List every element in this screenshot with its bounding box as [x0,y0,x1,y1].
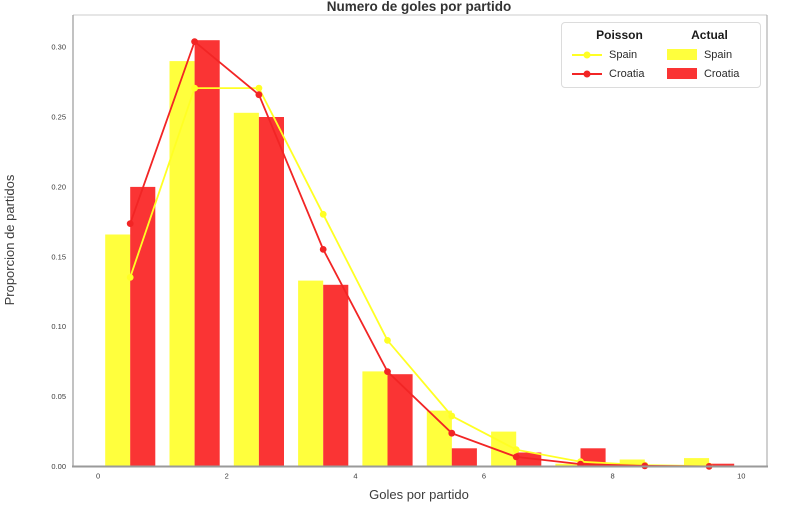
poisson-marker-croatia-4 [384,368,391,375]
bar-croatia-5 [451,448,477,467]
bar-spain-8 [619,459,645,467]
bar-spain-9 [684,458,710,467]
y-tick-0.30: 0.30 [51,43,66,52]
x-tick-0: 0 [96,472,100,481]
legend-poisson-title: Poisson [596,28,643,42]
poisson-line-croatia [129,40,710,468]
y-axis-label: Proporcion de partidos [2,174,17,305]
poisson-spain-line-swatch [572,51,602,58]
chart-title: Numero de goles por partido [327,0,512,14]
actual-croatia-patch-swatch [666,68,697,79]
y-tick-0.00: 0.00 [51,462,66,471]
actual-spain-patch-swatch [666,49,697,60]
x-tick-8: 8 [611,472,615,481]
poisson-marker-spain-5 [448,412,456,420]
legend-poisson-column: Poisson Spain Croatia [572,27,667,83]
x-tick-4: 4 [353,472,357,481]
poisson-marker-spain-6 [512,446,520,454]
legend-actual-title: Actual [691,28,728,42]
poisson-marker-croatia-5 [448,429,456,437]
legend-row-poisson-croatia: Croatia [572,64,667,83]
bar-croatia-2 [258,117,284,467]
poisson-marker-spain-4 [384,337,391,344]
poisson-marker-spain-3 [319,210,327,218]
bar-croatia-1 [194,40,220,467]
x-tick-6: 6 [482,472,486,481]
y-tick-0.25: 0.25 [51,113,66,122]
bar-spain-3 [298,280,324,467]
poisson-marker-spain-0 [126,274,134,281]
poisson-marker-croatia-0 [126,220,134,228]
bars-layer [105,40,735,467]
legend-label-actual-croatia: Croatia [703,67,740,80]
poisson-line-spain [129,87,710,468]
bar-spain-5 [426,410,452,467]
legend-row-poisson-spain: Spain [572,45,667,64]
bar-spain-2 [233,112,259,467]
legend-row-actual-spain: Spain [666,45,752,64]
poisson-marker-croatia-6 [512,453,520,461]
legend-row-actual-croatia: Croatia [666,64,752,83]
poisson-marker-spain-1 [191,84,199,92]
bar-croatia-4 [387,374,413,467]
legend-label-poisson-croatia: Croatia [609,67,645,80]
poisson-marker-croatia-2 [255,91,263,99]
bar-spain-1 [169,61,195,467]
poisson-croatia-line-swatch [572,70,602,77]
bar-croatia-0 [130,186,156,467]
bar-croatia-3 [323,284,349,467]
legend-label-poisson-spain: Spain [609,48,638,61]
poisson-marker-spain-2 [255,84,263,92]
poisson-croatia-marker-dot [583,70,591,77]
bar-croatia-6 [516,452,542,467]
y-tick-0.15: 0.15 [51,252,66,261]
poisson-marker-croatia-3 [319,246,327,253]
x-tick-2: 2 [225,472,229,481]
x-tick-10: 10 [737,472,745,481]
legend: Poisson Spain Croatia Actual Spain Croat… [561,22,761,88]
legend-label-actual-spain: Spain [703,48,733,61]
bar-spain-0 [105,234,131,467]
y-tick-0.10: 0.10 [51,322,66,331]
y-tick-0.20: 0.20 [51,182,66,191]
bar-spain-7 [555,463,581,467]
x-axis-label: Goles por partido [369,487,469,502]
axes-layer: 0 2 4 6 8 10 0.00 0.05 0.10 0.15 0.20 0.25 0.30 [51,14,768,481]
bar-spain-4 [362,371,388,467]
poisson-spain-marker-dot [583,51,591,58]
y-tick-0.05: 0.05 [51,392,66,401]
poisson-marker-croatia-1 [191,38,199,45]
bar-croatia-9 [709,463,735,467]
legend-actual-column: Actual Spain Croatia [666,27,752,83]
